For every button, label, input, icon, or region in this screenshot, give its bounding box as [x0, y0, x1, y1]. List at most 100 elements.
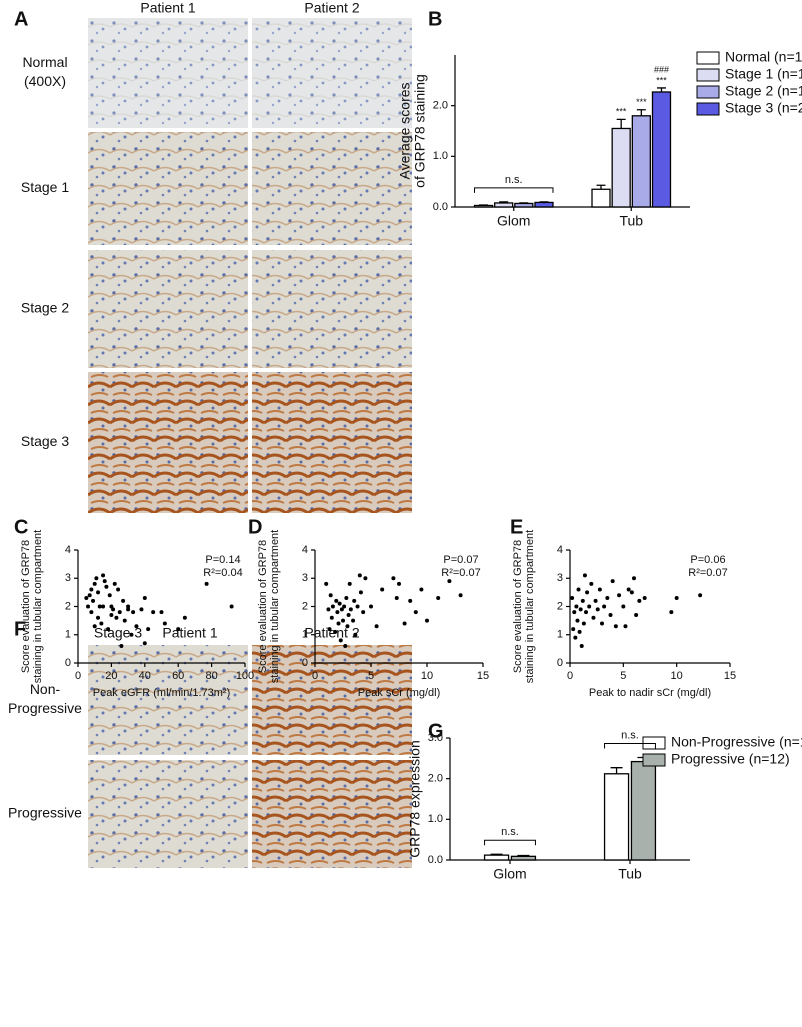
error-bar	[519, 202, 529, 204]
point	[642, 596, 647, 601]
y-tick-label: 1	[65, 629, 71, 641]
panel-letter: A	[14, 8, 28, 30]
legend-label: Normal (n=10)	[725, 49, 802, 65]
micrograph	[88, 18, 248, 128]
point	[674, 596, 679, 601]
point	[578, 607, 583, 612]
y-tick-label: 0	[65, 657, 71, 669]
panel-letter: G	[428, 720, 444, 742]
y-tick-label: 3.0	[428, 732, 443, 744]
point	[402, 621, 407, 626]
bar	[591, 188, 611, 208]
bar	[473, 204, 494, 208]
y-tick-label: 3	[302, 572, 308, 584]
point	[335, 610, 340, 615]
x-tick-label: 0	[312, 670, 318, 682]
x-tick-label: 5	[620, 670, 626, 682]
y-axis-label: Score evaluation of GRP78	[512, 540, 524, 673]
stat-label: R²=0.07	[688, 567, 727, 579]
annotation: n.s.	[505, 174, 523, 186]
point	[94, 576, 99, 581]
y-axis-label: staining in tubular compartment	[269, 530, 281, 683]
point	[346, 612, 351, 617]
bar	[631, 115, 651, 208]
x-tick-label: 100	[236, 670, 254, 682]
y-tick-label: 0	[302, 657, 308, 669]
y-tick-label: 4	[65, 544, 71, 556]
stat-label: P=0.14	[205, 554, 240, 566]
column-label: Stage 3	[94, 625, 142, 641]
point	[587, 604, 592, 609]
point	[419, 587, 424, 592]
bracket	[604, 743, 656, 749]
point	[380, 587, 385, 592]
point	[397, 581, 401, 586]
point	[608, 612, 613, 617]
y-axis-label: staining in tubular compartment	[524, 530, 536, 683]
micrograph	[88, 250, 248, 368]
y-tick-label: 2.0	[428, 773, 443, 785]
point	[121, 598, 126, 603]
point	[613, 624, 618, 629]
y-tick-label: 2	[302, 600, 308, 612]
point	[391, 576, 396, 581]
point	[151, 610, 156, 615]
annotation: n.s.	[501, 826, 519, 838]
point	[447, 579, 452, 584]
point	[595, 607, 600, 612]
y-tick-label: 0.0	[428, 854, 443, 866]
point	[182, 615, 187, 620]
bar	[534, 201, 554, 208]
point	[84, 596, 89, 601]
point	[571, 627, 576, 632]
legend-swatch	[696, 85, 720, 99]
point	[634, 612, 639, 617]
stat-label: P=0.06	[690, 554, 725, 566]
x-tick-label: 80	[205, 670, 217, 682]
point	[413, 610, 418, 615]
y-axis-label: Score evaluation of GRP78	[257, 540, 269, 673]
point	[347, 581, 352, 586]
point	[87, 593, 92, 598]
row-label: Stage 3	[21, 433, 69, 449]
legend-swatch	[696, 102, 720, 116]
point	[698, 593, 703, 598]
row-label: Stage 2	[21, 300, 69, 316]
legend-swatch	[642, 753, 666, 767]
point	[580, 598, 585, 603]
bar	[630, 760, 657, 861]
point	[324, 581, 329, 586]
x-tick-label: 5	[368, 670, 374, 682]
point	[119, 644, 124, 649]
point	[92, 624, 97, 629]
row-label: Stage 1	[21, 179, 69, 195]
point	[134, 624, 139, 629]
point	[623, 624, 628, 629]
bar	[651, 91, 672, 208]
y-tick-label: 0.0	[433, 201, 448, 213]
panel-letter: F	[14, 618, 26, 640]
point	[122, 618, 127, 623]
point	[579, 644, 584, 649]
point	[91, 598, 96, 603]
point	[142, 596, 147, 601]
point	[334, 598, 339, 603]
bar	[494, 202, 514, 208]
point	[425, 618, 429, 623]
point	[621, 604, 626, 609]
y-tick-label: 2.0	[433, 100, 448, 112]
bar	[603, 773, 630, 861]
point	[363, 576, 368, 581]
error-bar	[479, 204, 489, 206]
point	[436, 596, 441, 601]
stat-label: R²=0.04	[203, 567, 242, 579]
point	[146, 627, 151, 632]
y-tick-label: 1.0	[433, 150, 448, 162]
panel-letter: E	[510, 516, 523, 538]
column-label: Patient 1	[162, 625, 217, 641]
error-bar	[610, 767, 623, 774]
point	[162, 621, 167, 626]
micrograph	[88, 645, 248, 755]
y-tick-label: 1.0	[428, 813, 443, 825]
legend-swatch	[642, 736, 666, 750]
